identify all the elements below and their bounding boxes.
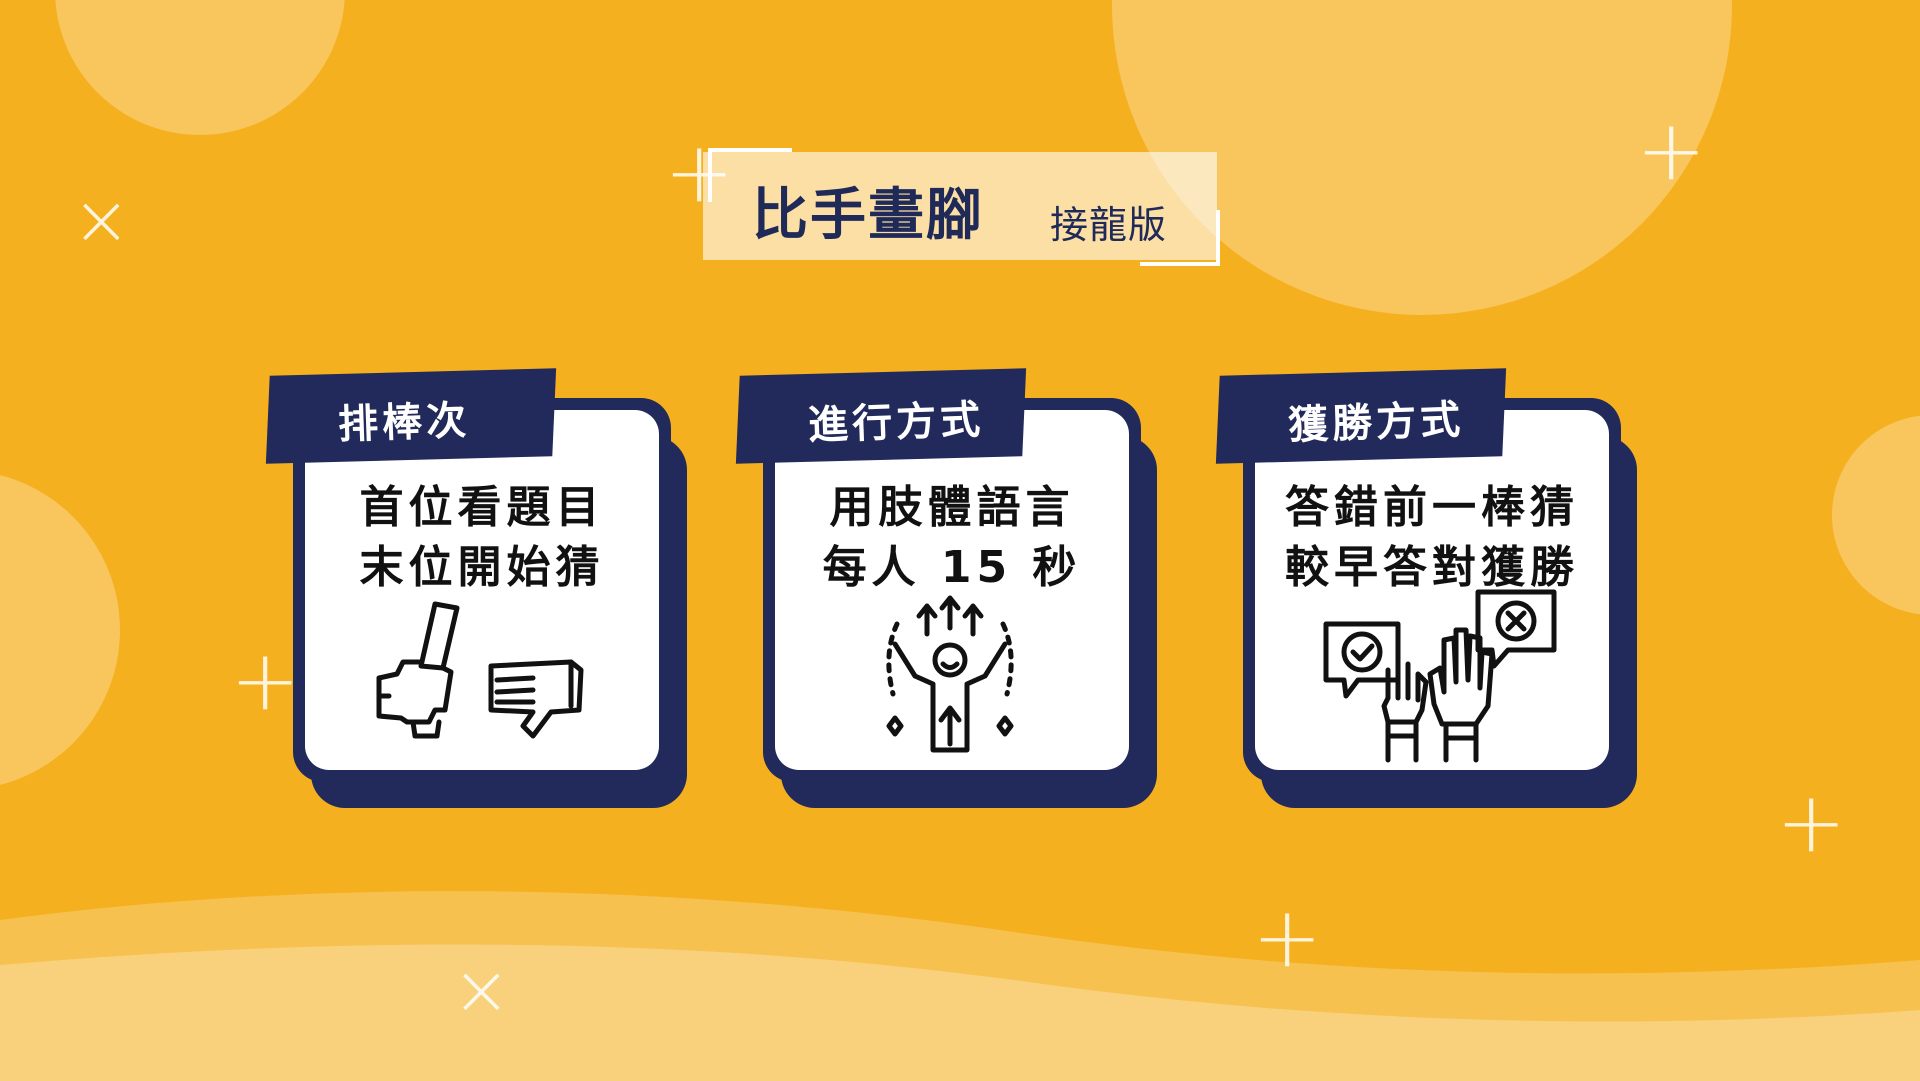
rule-card-winning: 獲勝方式 答錯前一棒猜 較早答對獲勝 — [1215, 368, 1637, 813]
vote-hands-icon — [1323, 589, 1557, 763]
card-line: 每人 15 秒 — [822, 542, 1082, 593]
corner-bracket — [708, 148, 792, 202]
card-text: 首位看題目 末位開始猜 — [293, 478, 671, 598]
page-subtitle: 接龍版 — [1050, 203, 1168, 247]
card-label: 獲勝方式 — [1287, 396, 1465, 450]
body-expression-icon — [886, 595, 1014, 753]
card-frame — [1243, 398, 1621, 782]
card-line: 答錯前一棒猜 — [1285, 482, 1579, 533]
card-text: 用肢體語言 每人 15 秒 — [763, 478, 1141, 598]
page-title: 比手畫腳 — [752, 183, 984, 248]
decor-times: × — [72, 179, 131, 261]
card-label: 進行方式 — [807, 396, 985, 450]
card-line: 用肢體語言 — [829, 482, 1075, 533]
card-line: 首位看題目 — [359, 482, 605, 533]
card-frame — [293, 398, 671, 782]
card-panel — [305, 410, 659, 770]
decor-times: × — [452, 949, 511, 1031]
decor-plus: + — [1252, 888, 1323, 986]
title-banner — [703, 152, 1217, 260]
card-text: 答錯前一棒猜 較早答對獲勝 — [1243, 478, 1621, 598]
decor-plus: + — [1776, 773, 1847, 871]
card-line: 末位開始猜 — [359, 542, 605, 593]
rule-card-order: 排棒次 首位看題目 末位開始猜 — [265, 368, 687, 813]
decor-plus: + — [230, 631, 301, 729]
rule-card-method: 進行方式 用肢體語言 每人 15 秒 — [735, 368, 1157, 813]
card-label: 排棒次 — [337, 397, 471, 449]
corner-bracket — [1140, 210, 1220, 266]
hand-gestures-icon — [376, 601, 584, 739]
card-line: 較早答對獲勝 — [1285, 542, 1579, 593]
decor-plus: + — [1636, 101, 1707, 199]
